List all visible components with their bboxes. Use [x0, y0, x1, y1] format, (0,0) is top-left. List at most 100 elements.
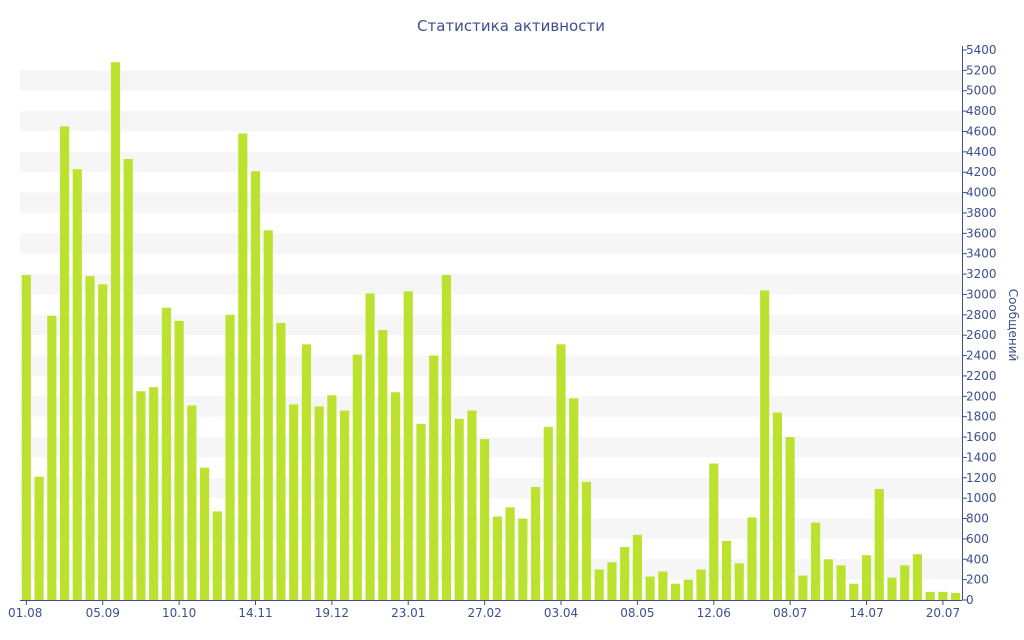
y-tick-label: 2800	[966, 308, 997, 322]
bar	[658, 571, 668, 600]
bar	[632, 534, 642, 600]
y-tick-label: 2600	[966, 328, 997, 342]
x-tick-label: 12.06	[697, 606, 731, 620]
y-tick-label: 1000	[966, 491, 997, 505]
bar	[365, 293, 375, 600]
bar	[123, 158, 133, 600]
bar	[696, 569, 706, 600]
y-tick-label: 4800	[966, 104, 997, 118]
bar	[352, 354, 362, 600]
grid-band	[20, 437, 962, 458]
bar	[607, 562, 617, 600]
y-tick-label: 3800	[966, 206, 997, 220]
y-tick-label: 5000	[966, 84, 997, 98]
bar	[136, 391, 146, 600]
bar	[861, 555, 872, 600]
bar	[250, 171, 261, 600]
x-tick-label: 23.01	[391, 606, 425, 620]
bar	[874, 488, 884, 600]
bar	[416, 423, 426, 600]
x-tick-label: 08.05	[620, 606, 654, 620]
x-tick-label: 01.08	[8, 606, 42, 620]
bar	[149, 387, 159, 600]
bar	[212, 511, 222, 600]
bar	[174, 320, 184, 600]
y-tick-label: 5400	[966, 43, 997, 57]
bar	[403, 291, 413, 600]
bar	[645, 576, 655, 600]
grid-band	[20, 559, 962, 580]
x-tick-label: 19.12	[315, 606, 349, 620]
bar	[276, 322, 286, 600]
bar	[938, 591, 948, 600]
grid-band	[20, 396, 962, 417]
bar	[530, 486, 541, 600]
y-tick-label: 3400	[966, 247, 997, 261]
bar	[811, 522, 821, 600]
grid-band	[20, 355, 962, 376]
bar	[670, 583, 681, 600]
bar	[772, 412, 783, 600]
bar	[951, 592, 961, 600]
y-tick-label: 400	[966, 552, 989, 566]
y-tick-label: 3000	[966, 287, 997, 301]
bar	[912, 554, 923, 600]
bar	[85, 276, 95, 600]
bar	[798, 575, 808, 600]
y-tick-label: 1800	[966, 410, 997, 424]
x-tick-label: 05.09	[86, 606, 120, 620]
bar	[734, 563, 744, 600]
y-axis-label: Сообщений	[1006, 289, 1020, 362]
grid-band	[20, 192, 962, 213]
bar	[34, 476, 44, 600]
bar	[721, 540, 732, 600]
chart-title: Статистика активности	[417, 17, 605, 35]
y-tick-label: 1600	[966, 430, 997, 444]
y-tick-label: 2200	[966, 369, 997, 383]
bars-group	[21, 62, 961, 600]
bar	[199, 467, 210, 600]
bar	[47, 315, 57, 600]
bar	[161, 307, 171, 600]
grid-band	[20, 151, 962, 173]
bar	[378, 330, 388, 600]
y-tick-label: 0	[966, 593, 974, 607]
bar	[59, 126, 70, 600]
bar	[683, 579, 693, 600]
bar	[594, 569, 604, 600]
bar	[505, 507, 515, 600]
bar	[301, 344, 312, 600]
bar	[836, 565, 846, 600]
x-tick-label: 27.02	[467, 606, 501, 620]
bar	[72, 169, 82, 600]
bar	[480, 439, 490, 600]
bar	[441, 275, 452, 600]
bar	[327, 395, 337, 600]
bar	[467, 410, 477, 600]
y-tick-label: 2400	[966, 349, 997, 363]
y-tick-label: 800	[966, 512, 989, 526]
bar	[709, 463, 719, 600]
bar	[98, 284, 108, 600]
x-tick-label: 14.07	[849, 606, 883, 620]
grid-band	[20, 518, 962, 539]
grid-band	[20, 314, 962, 336]
y-tick-label: 2000	[966, 389, 997, 403]
bar	[187, 405, 197, 600]
y-tick-label: 1200	[966, 471, 997, 485]
bar	[823, 559, 833, 600]
y-tick-label: 3200	[966, 267, 997, 281]
bar	[900, 565, 910, 600]
bar	[454, 418, 464, 600]
bar	[110, 62, 121, 600]
x-tick-label: 08.07	[773, 606, 807, 620]
bar	[581, 481, 592, 600]
bar	[887, 577, 897, 600]
bar	[849, 583, 859, 600]
bar	[21, 275, 31, 600]
bar	[390, 392, 401, 600]
bar	[429, 355, 439, 600]
grid-band	[20, 274, 962, 295]
bar	[225, 314, 235, 600]
grid-bands	[20, 70, 962, 580]
